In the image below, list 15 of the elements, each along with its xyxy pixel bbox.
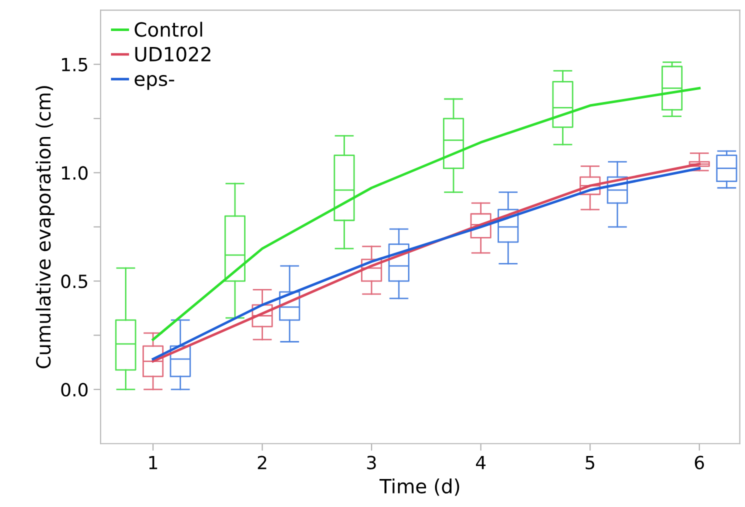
y-tick-label: 0.5 xyxy=(61,274,88,288)
y-tick-label: 1.5 xyxy=(62,58,88,72)
y-axis-title: Cumulative evaporation (cm) xyxy=(36,86,54,368)
y-tick-label: 0.0 xyxy=(61,382,88,397)
x-tick-label: 6 xyxy=(694,456,704,470)
x-axis-title: Time (d) xyxy=(379,478,460,496)
y-tick-label: 1.0 xyxy=(62,166,88,180)
x-tick-label: 2 xyxy=(258,456,266,470)
x-tick-label: 5 xyxy=(586,456,594,470)
x-tick-label: 3 xyxy=(367,456,376,470)
x-tick-label: 4 xyxy=(476,456,486,470)
legend-label: eps- xyxy=(134,74,174,90)
legend-label: Control xyxy=(134,22,202,37)
legend-label: UD1022 xyxy=(135,46,210,62)
x-tick-label: 1 xyxy=(149,456,158,470)
